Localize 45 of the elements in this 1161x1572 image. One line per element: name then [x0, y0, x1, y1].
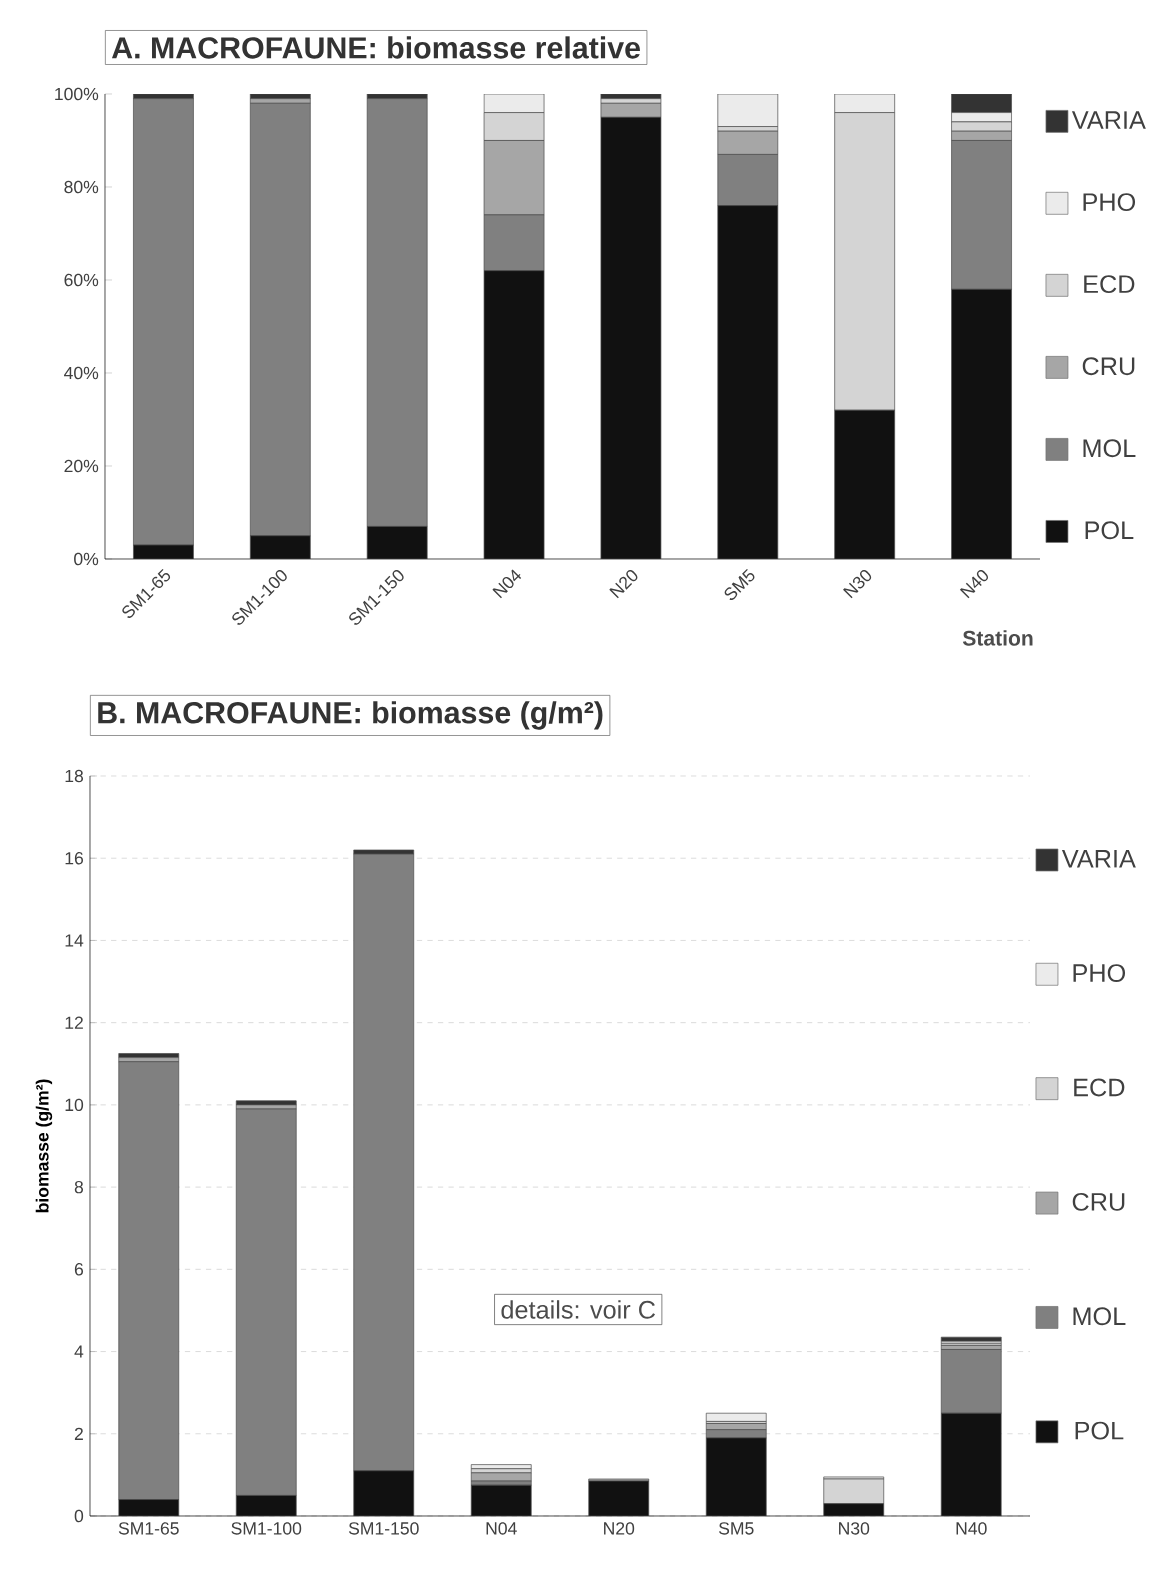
- x-tick-label: N20: [604, 1522, 635, 1535]
- legend-label: ECD: [1084, 275, 1135, 294]
- y-tick-label: 0%: [74, 552, 99, 566]
- y-tick-label: 6: [74, 1263, 84, 1276]
- y-tick-label: 80%: [64, 180, 99, 194]
- y-tick-label: 2: [74, 1427, 83, 1440]
- legend-label: PHO: [1073, 964, 1126, 983]
- legend-label: ECD: [1074, 1078, 1125, 1097]
- y-tick-label: 0: [74, 1509, 84, 1523]
- legend-label: POL: [1075, 1421, 1124, 1440]
- y-tick-label: 100%: [55, 87, 99, 101]
- legend-label: MOL: [1073, 1307, 1126, 1326]
- chart-title: B. MACROFAUNE: biomasse (g/m²): [98, 701, 603, 730]
- x-tick-label: N40: [956, 1522, 987, 1535]
- legend-label: POL: [1085, 521, 1134, 540]
- legend-label: PHO: [1083, 193, 1136, 212]
- legend-label: CRU: [1082, 357, 1135, 376]
- chart-title: A. MACROFAUNE: biomasse relative: [111, 36, 640, 59]
- y-tick-label: 12: [65, 1016, 83, 1029]
- x-tick-label: N04: [486, 1522, 517, 1535]
- legend-label: CRU: [1072, 1192, 1125, 1211]
- annotation: details: voir C: [501, 1300, 656, 1319]
- y-tick-label: 40%: [64, 366, 99, 380]
- y-tick-label: 10: [65, 1098, 84, 1112]
- y-tick-label: 18: [65, 769, 84, 783]
- legend-label: MOL: [1083, 439, 1136, 458]
- legend-label: VARIA: [1061, 849, 1136, 868]
- y-tick-label: 8: [74, 1180, 84, 1194]
- x-tick-label: SM1-150: [348, 1522, 419, 1535]
- x-tick-label: SM1-100: [231, 1522, 302, 1535]
- x-tick-label: N20: [609, 570, 638, 599]
- x-tick-label: N30: [839, 1522, 870, 1535]
- y-tick-label: 4: [74, 1345, 84, 1358]
- x-tick-label: SM5: [718, 1522, 754, 1535]
- y-tick-label: 60%: [64, 273, 99, 287]
- y-tick-label: 16: [65, 852, 84, 865]
- x-axis-title: Station: [962, 630, 1033, 646]
- y-tick-label: 20%: [64, 459, 99, 473]
- x-tick-label: N04: [492, 569, 522, 599]
- x-tick-label: N30: [843, 570, 872, 599]
- y-axis-title: biomasse (g/m²): [35, 1079, 53, 1213]
- y-tick-label: 14: [65, 934, 84, 947]
- x-tick-label: SM1-65: [118, 1522, 179, 1535]
- legend-label: VARIA: [1071, 111, 1146, 129]
- x-tick-label: N40: [959, 570, 989, 599]
